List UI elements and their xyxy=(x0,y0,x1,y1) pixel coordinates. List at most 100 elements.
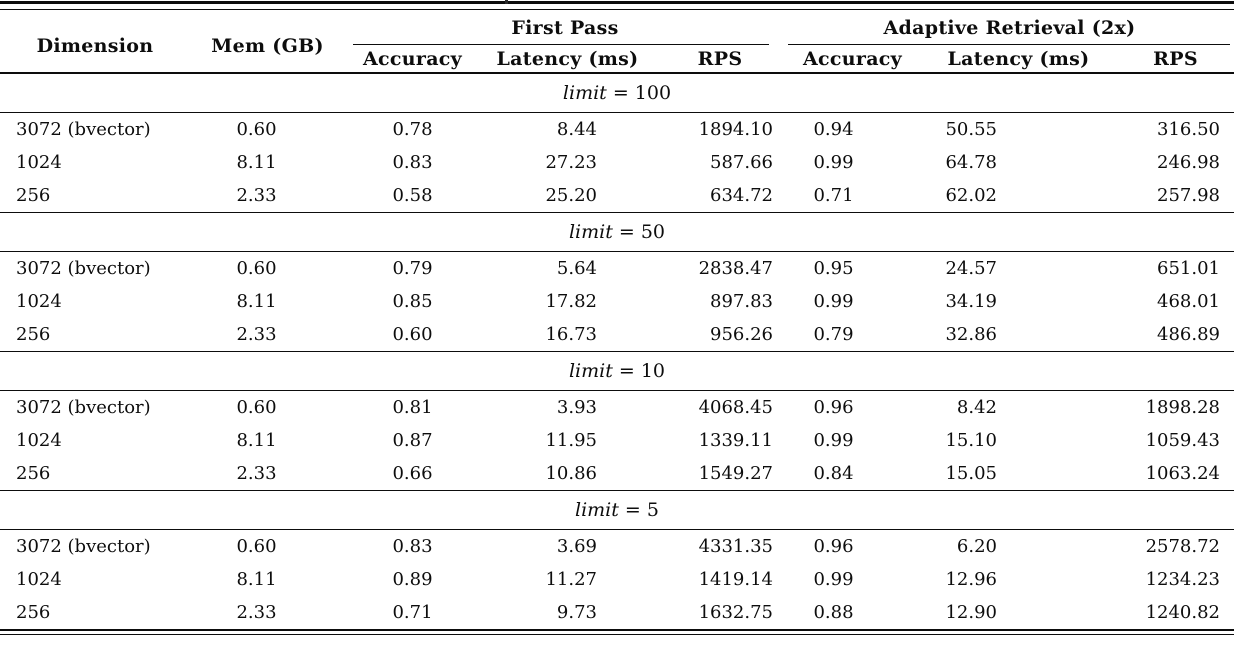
header-row-groups: Dimension Mem (GB) First Pass Adaptive R… xyxy=(0,10,1234,74)
value-cell: 15.05 xyxy=(920,457,1117,491)
group-header-adaptive-retrieval-label: Adaptive Retrieval (2x) xyxy=(883,16,1136,39)
dimension-cell: 3072 (bvector) xyxy=(16,119,151,140)
table-row: 1024 8.11 0.89 11.27 1419.14 0.99 12.96 1234.23 xyxy=(0,563,1234,596)
section-header-row: limit = 10 xyxy=(0,351,1234,391)
limit-variable: limit xyxy=(562,82,607,104)
value-cell: 0.95 xyxy=(813,258,854,279)
value-cell: 316.50 xyxy=(1157,119,1220,140)
table-row: 3072 (bvector) 0.60 0.83 3.69 4331.35 0.96 6.2… xyxy=(0,530,1234,564)
section-limit-label: limit = 50 xyxy=(0,212,1234,252)
limit-value: = 10 xyxy=(612,360,666,382)
value-cell: 2.33 xyxy=(190,318,345,352)
value-cell: 0.66 xyxy=(345,457,480,491)
col-header-ar-rps: RPS xyxy=(1117,45,1234,74)
value-cell: 25.20 xyxy=(480,179,655,213)
dimension-cell: 1024 xyxy=(16,569,62,590)
table-row: 1024 8.11 0.83 27.23 587.66 0.99 64.78 246.98 xyxy=(0,146,1234,179)
value-cell: 12.90 xyxy=(945,602,997,623)
group-header-adaptive-retrieval: Adaptive Retrieval (2x) xyxy=(785,10,1234,45)
value-cell: 3.69 xyxy=(556,536,597,557)
table-top-rule xyxy=(0,1,1234,10)
value-cell: 1240.82 xyxy=(1145,602,1220,623)
col-header-mem: Mem (GB) xyxy=(190,10,345,74)
value-cell: 0.85 xyxy=(392,291,433,312)
table-row: 256 2.33 0.60 16.73 956.26 0.79 32.86 486.89 xyxy=(0,318,1234,352)
value-cell: 0.89 xyxy=(392,569,433,590)
value-cell: 1898.28 xyxy=(1145,397,1220,418)
table-row: 256 2.33 0.66 10.86 1549.27 0.84 15.05 1063.24 xyxy=(0,457,1234,491)
value-cell: 8.11 xyxy=(236,152,277,173)
value-cell: 1059.43 xyxy=(1145,430,1220,451)
value-cell: 1632.75 xyxy=(698,602,773,623)
value-cell: 0.79 xyxy=(785,318,920,352)
section-header-row: limit = 50 xyxy=(0,212,1234,252)
value-cell: 16.73 xyxy=(480,318,655,352)
limit-value: = 50 xyxy=(612,221,666,243)
value-cell: 956.26 xyxy=(655,318,785,352)
value-cell: 0.99 xyxy=(813,430,854,451)
value-cell: 0.87 xyxy=(392,430,433,451)
value-cell: 0.81 xyxy=(392,397,433,418)
limit-variable: limit xyxy=(568,221,613,243)
table-row: 1024 8.11 0.87 11.95 1339.11 0.99 15.10 1059.43 xyxy=(0,424,1234,457)
value-cell: 8.11 xyxy=(236,430,277,451)
col-header-ar-accuracy: Accuracy xyxy=(785,45,920,74)
value-cell: 11.27 xyxy=(545,569,597,590)
table-row: 1024 8.11 0.85 17.82 897.83 0.99 34.19 468.01 xyxy=(0,285,1234,318)
value-cell: 0.60 xyxy=(236,536,277,557)
value-cell: 0.71 xyxy=(785,179,920,213)
value-cell: 8.42 xyxy=(956,397,997,418)
value-cell: 246.98 xyxy=(1157,152,1220,173)
value-cell: 17.82 xyxy=(545,291,597,312)
value-cell: 0.88 xyxy=(813,602,854,623)
section-limit-label: limit = 100 xyxy=(0,73,1234,113)
value-cell: 2838.47 xyxy=(698,258,773,279)
col-header-fp-latency: Latency (ms) xyxy=(480,45,655,74)
value-cell: 2.33 xyxy=(190,179,345,213)
section-limit-label: limit = 5 xyxy=(0,490,1234,530)
dimension-cell: 3072 (bvector) xyxy=(16,258,151,279)
value-cell: 1894.10 xyxy=(698,119,773,140)
value-cell: 10.86 xyxy=(480,457,655,491)
adaptive-retrieval-cmidrule xyxy=(788,44,1230,45)
value-cell: 15.10 xyxy=(945,430,997,451)
value-cell: 6.20 xyxy=(956,536,997,557)
group-header-first-pass: First Pass xyxy=(345,10,785,45)
value-cell: 468.01 xyxy=(1157,291,1220,312)
dimension-cell: 256 xyxy=(0,457,190,491)
value-cell: 0.60 xyxy=(236,258,277,279)
dimension-cell: 1024 xyxy=(16,291,62,312)
dimension-cell: 1024 xyxy=(16,152,62,173)
table-body: limit = 100 3072 (bvector) 0.60 0.78 8.44 189… xyxy=(0,73,1234,629)
value-cell: 4331.35 xyxy=(698,536,773,557)
value-cell: 2.33 xyxy=(236,602,277,623)
value-cell: 634.72 xyxy=(655,179,785,213)
col-header-fp-rps: RPS xyxy=(655,45,785,74)
value-cell: 0.96 xyxy=(813,536,854,557)
value-cell: 0.60 xyxy=(236,397,277,418)
value-cell: 34.19 xyxy=(945,291,997,312)
value-cell: 0.60 xyxy=(236,119,277,140)
value-cell: 0.79 xyxy=(392,258,433,279)
value-cell: 587.66 xyxy=(710,152,773,173)
limit-value: = 100 xyxy=(606,82,672,104)
value-cell: 64.78 xyxy=(945,152,997,173)
group-header-first-pass-label: First Pass xyxy=(511,16,619,39)
value-cell: 0.60 xyxy=(345,318,480,352)
value-cell: 1419.14 xyxy=(698,569,773,590)
value-cell: 9.73 xyxy=(556,602,597,623)
value-cell: 1339.11 xyxy=(698,430,773,451)
section-limit-label: limit = 10 xyxy=(0,351,1234,391)
value-cell: 8.44 xyxy=(556,119,597,140)
value-cell: 12.96 xyxy=(945,569,997,590)
value-cell: 2.33 xyxy=(190,457,345,491)
value-cell: 1234.23 xyxy=(1145,569,1220,590)
value-cell: 4068.45 xyxy=(698,397,773,418)
value-cell: 24.57 xyxy=(945,258,997,279)
table-row: 256 2.33 0.58 25.20 634.72 0.71 62.02 257.98 xyxy=(0,179,1234,213)
dimension-cell: 3072 (bvector) xyxy=(16,536,151,557)
value-cell: 11.95 xyxy=(545,430,597,451)
value-cell: 8.11 xyxy=(236,291,277,312)
value-cell: 0.78 xyxy=(392,119,433,140)
